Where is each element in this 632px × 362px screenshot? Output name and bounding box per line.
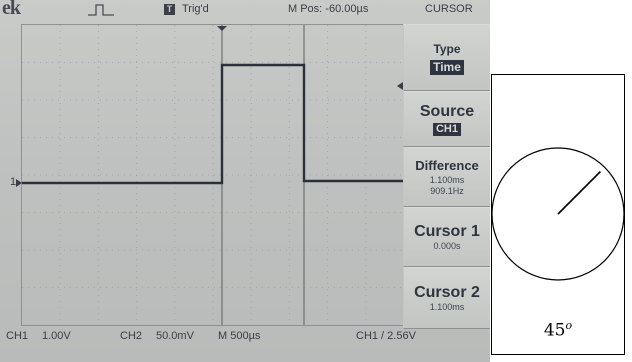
oscilloscope-screen: ek T Trig'd M Pos: -60.00µs CURSOR 1 CH1… bbox=[0, 0, 490, 362]
settings-bar: CH1 1.00V CH2 50.0mV M 500µs CH1 / 2.56V bbox=[0, 326, 490, 362]
type-menu-button[interactable]: Type Time bbox=[403, 24, 490, 91]
dial-circle bbox=[492, 147, 624, 281]
timebase: M 500µs bbox=[218, 330, 261, 342]
source-value: CH1 bbox=[432, 122, 461, 136]
difference-readout: Difference 1.100ms 909.1Hz bbox=[403, 147, 490, 207]
ch1-scale: 1.00V bbox=[42, 330, 71, 342]
angle-unit: o bbox=[565, 319, 573, 332]
difference-time: 1.100ms bbox=[429, 175, 465, 185]
ch2-scale: 50.0mV bbox=[156, 330, 194, 342]
menu-title: CURSOR bbox=[425, 3, 473, 15]
dial-needle bbox=[557, 171, 601, 215]
type-label: Type bbox=[433, 42, 461, 56]
cursor-1-label: Cursor 1 bbox=[414, 222, 480, 240]
cursor-menu: Type Time Source CH1 Difference 1.100ms … bbox=[403, 24, 490, 329]
cursor-2-value: 1.100ms bbox=[429, 301, 465, 312]
status-bar: ek T Trig'd M Pos: -60.00µs CURSOR bbox=[0, 0, 490, 20]
cursor-2-button[interactable]: Cursor 2 1.100ms bbox=[403, 267, 490, 329]
ch2-label: CH2 bbox=[120, 330, 143, 342]
source-label: Source bbox=[419, 102, 475, 120]
trigger-setting: CH1 / 2.56V bbox=[356, 330, 416, 342]
angle-label: 45o bbox=[492, 319, 624, 341]
channel-1-marker: 1 bbox=[10, 176, 17, 188]
cursor-1-button[interactable]: Cursor 1 0.000s bbox=[403, 207, 490, 267]
channel-1-marker-arrow bbox=[16, 179, 22, 187]
horizontal-position: M Pos: -60.00µs bbox=[288, 3, 369, 15]
cursor-2-label: Cursor 2 bbox=[414, 283, 480, 301]
trigger-status-icon: T bbox=[164, 4, 175, 15]
trigger-level-icon bbox=[397, 82, 403, 90]
ch1-label: CH1 bbox=[6, 330, 29, 342]
brand-logo: ek bbox=[2, 0, 21, 19]
type-value: Time bbox=[430, 60, 464, 75]
waveform-graticule bbox=[21, 24, 405, 326]
angle-value: 45 bbox=[543, 320, 566, 341]
angle-dial bbox=[492, 147, 624, 281]
angle-dial-panel: 45o bbox=[491, 74, 625, 355]
source-menu-button[interactable]: Source CH1 bbox=[403, 91, 490, 147]
graticule-svg bbox=[22, 25, 404, 325]
difference-frequency: 909.1Hz bbox=[430, 186, 464, 196]
pulse-acquisition-icon bbox=[88, 4, 114, 16]
cursor-1-value: 0.000s bbox=[433, 240, 461, 251]
trigger-position-icon bbox=[217, 26, 227, 31]
ch1-waveform-trace bbox=[22, 63, 404, 185]
difference-label: Difference bbox=[415, 158, 479, 173]
trigger-status-text: Trig'd bbox=[182, 3, 209, 15]
